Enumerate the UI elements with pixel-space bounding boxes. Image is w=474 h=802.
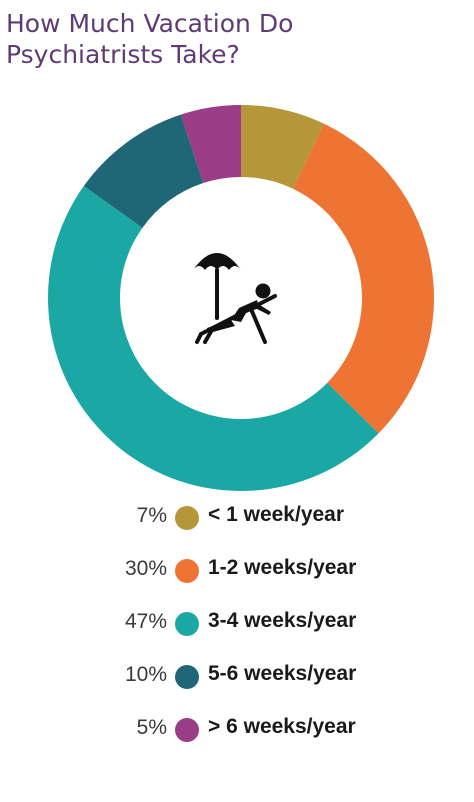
legend-label: 1-2 weeks/year: [208, 556, 357, 579]
legend-item: 7% < 1 week/year: [0, 498, 474, 538]
chart-title-line-1: How Much Vacation Do: [6, 9, 294, 38]
legend-swatch: [175, 506, 199, 530]
legend-percent: 47%: [124, 610, 167, 633]
legend-label: < 1 week/year: [208, 503, 345, 526]
donut-slice-1: [241, 105, 324, 189]
legend-percent: 10%: [124, 663, 167, 686]
donut-slice-4: [83, 114, 204, 228]
legend-swatch: [175, 612, 199, 636]
legend-swatch: [175, 559, 199, 583]
chart-title: How Much Vacation Do Psychiatrists Take?: [6, 8, 466, 70]
legend-item: 47% 3-4 weeks/year: [0, 604, 474, 644]
legend-swatch: [175, 665, 199, 689]
legend-item: 30% 1-2 weeks/year: [0, 551, 474, 591]
donut-slices: [48, 105, 434, 492]
chart-title-line-2: Psychiatrists Take?: [6, 40, 240, 69]
legend-percent: 30%: [124, 557, 167, 580]
legend-item: 5% > 6 weeks/year: [0, 710, 474, 750]
donut-slice-3: [48, 186, 379, 492]
beach-lounger-umbrella-icon: [193, 253, 277, 344]
legend-label: 5-6 weeks/year: [208, 662, 357, 685]
legend-swatch: [175, 718, 199, 742]
legend-percent: 5%: [136, 716, 167, 739]
legend-label: 3-4 weeks/year: [208, 609, 357, 632]
donut-slice-5: [180, 105, 241, 184]
legend-percent: 7%: [136, 504, 167, 527]
donut-slice-2: [293, 123, 434, 434]
legend-item: 10% 5-6 weeks/year: [0, 657, 474, 697]
legend-label: > 6 weeks/year: [208, 715, 356, 738]
donut-chart: [48, 105, 434, 492]
